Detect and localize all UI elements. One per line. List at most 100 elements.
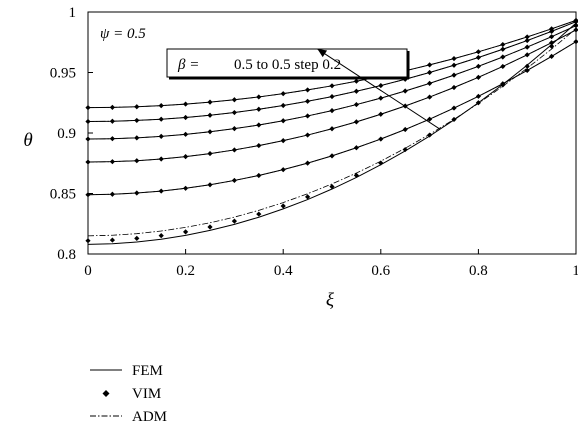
vim-point (451, 84, 457, 91)
vim-point (231, 147, 237, 153)
vim-point (109, 191, 115, 197)
legend-vim-label: VIM (132, 386, 161, 402)
vim-point (549, 53, 555, 60)
adm-line-curve-6 (87, 28, 577, 237)
vim-point (183, 131, 189, 137)
beta-annotation-symbol: β = (177, 57, 199, 73)
vim-point (109, 104, 115, 110)
x-tick-label: 0.6 (371, 263, 390, 279)
vim-point (183, 185, 189, 191)
vim-point (500, 46, 506, 52)
vim-point (207, 99, 213, 105)
y-tick-label: 0.9 (57, 126, 76, 142)
vim-point (353, 101, 359, 108)
vim-point (134, 117, 140, 124)
vim-point (280, 138, 286, 144)
vim-point (353, 119, 359, 125)
vim-point (280, 102, 286, 109)
y-tick-label: 1 (69, 5, 77, 21)
vim-point (85, 104, 91, 111)
x-tick-label: 0.4 (274, 263, 293, 279)
vim-point (451, 72, 457, 78)
vim-point (305, 113, 311, 119)
vim-point (207, 182, 213, 188)
x-tick-label: 0.2 (176, 263, 195, 279)
vim-point (134, 135, 140, 141)
arrow-head (317, 48, 328, 58)
x-tick-label: 0.8 (469, 263, 488, 279)
vim-point (402, 88, 408, 94)
vim-point (427, 94, 433, 100)
y-tick-label: 0.95 (50, 66, 76, 82)
vim-point (183, 153, 189, 160)
adm-line-curve-5 (87, 41, 577, 196)
vim-point (134, 190, 140, 196)
vim-point (427, 80, 433, 86)
vim-point (427, 132, 433, 138)
vim-point (573, 39, 578, 45)
legend-fem-label: FEM (132, 363, 163, 379)
vim-point (158, 156, 164, 162)
y-axis: 0.8 0.85 0.9 0.95 1 (50, 5, 93, 263)
vim-point (475, 63, 481, 69)
vim-point (256, 106, 262, 112)
vim-point (329, 153, 335, 159)
vim-point (353, 88, 359, 94)
vim-point (451, 105, 457, 111)
beta-annotation-text: 0.5 to 0.5 step 0.2 (234, 57, 341, 73)
vim-point (256, 172, 262, 179)
vim-point (207, 150, 213, 157)
vim-point (109, 237, 115, 243)
vim-point (85, 192, 91, 198)
vim-point (427, 69, 433, 76)
y-tick-label: 0.8 (57, 247, 76, 263)
vim-point (378, 111, 384, 117)
vim-point (207, 224, 213, 230)
vim-point (353, 145, 359, 151)
legend-adm-label: ADM (132, 409, 167, 425)
vim-point (549, 40, 555, 46)
vim-point (183, 229, 189, 235)
vim-point (256, 142, 262, 149)
vim-point (280, 203, 286, 209)
vim-point (475, 100, 481, 106)
vim-point (451, 55, 457, 62)
vim-point (500, 54, 506, 60)
vim-point (256, 94, 262, 100)
vim-point (280, 118, 286, 124)
y-axis-title: θ (23, 130, 32, 151)
vim-point (280, 167, 286, 173)
vim-point (207, 129, 213, 135)
beta-annotation-box (166, 48, 408, 78)
vim-point (85, 118, 91, 125)
vim-point (109, 136, 115, 142)
vim-point (231, 109, 237, 116)
vim-point (451, 116, 457, 123)
vim-point (329, 93, 335, 100)
vim-point (549, 28, 555, 34)
vim-series-group (85, 17, 578, 244)
x-axis-title: ξ (326, 290, 335, 311)
vim-point (85, 159, 91, 165)
vim-point (451, 62, 457, 68)
vim-point (85, 136, 91, 142)
vim-point (158, 233, 164, 239)
vim-point (475, 93, 481, 99)
vim-point (427, 116, 433, 122)
vim-point (500, 82, 506, 88)
vim-point (573, 19, 578, 25)
vim-point (231, 177, 237, 184)
x-tick-label: 0 (84, 263, 92, 279)
vim-point (475, 54, 481, 61)
vim-point (207, 112, 213, 118)
vim-point (500, 41, 506, 48)
vim-point (402, 126, 408, 133)
vim-point (500, 63, 506, 70)
vim-point (524, 52, 530, 58)
vim-point (378, 95, 384, 101)
vim-point (231, 218, 237, 224)
vim-point (305, 87, 311, 93)
vim-point (158, 116, 164, 122)
vim-point (134, 235, 140, 241)
